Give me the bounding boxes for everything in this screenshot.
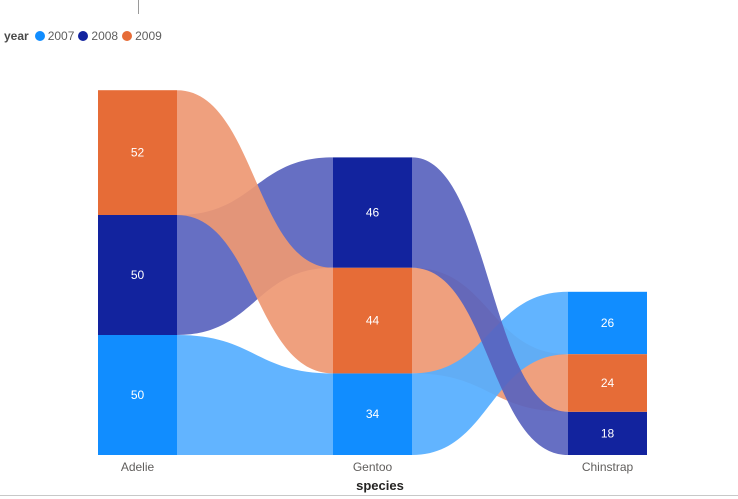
bottom-divider xyxy=(0,495,738,496)
bar-chinstrap-2009[interactable] xyxy=(568,354,647,412)
bar-adelie-2008[interactable] xyxy=(98,215,177,335)
bar-gentoo-2008[interactable] xyxy=(333,157,412,268)
x-tick-gentoo: Gentoo xyxy=(353,460,393,474)
toolbar-remnant xyxy=(0,0,140,14)
data-label-adelie-2009: 52 xyxy=(131,146,145,160)
bar-gentoo-2007[interactable] xyxy=(333,373,412,455)
bar-adelie-2007[interactable] xyxy=(98,335,177,455)
ribbon-2009-adelie-gentoo[interactable] xyxy=(177,90,333,374)
column-gentoo: 34 46 44 xyxy=(333,157,412,455)
legend: year 2007 2008 2009 xyxy=(4,28,166,44)
x-tick-chinstrap: Chinstrap xyxy=(582,460,634,474)
data-label-chinstrap-2007: 26 xyxy=(601,316,615,330)
ribbons xyxy=(177,90,568,455)
toolbar-divider xyxy=(138,0,139,14)
legend-label-2009: 2009 xyxy=(135,29,162,43)
x-axis-label: species xyxy=(356,478,404,493)
ribbon-2008-gentoo-chinstrap[interactable] xyxy=(412,157,568,455)
legend-dot-2009 xyxy=(122,31,133,41)
bar-chinstrap-2007[interactable] xyxy=(568,291,647,355)
legend-dot-2008 xyxy=(78,31,89,41)
column-chinstrap: 26 18 24 xyxy=(568,291,647,455)
bar-chinstrap-2008[interactable] xyxy=(568,411,647,455)
data-label-chinstrap-2009: 24 xyxy=(601,376,615,390)
legend-label-2008: 2008 xyxy=(91,29,119,43)
column-adelie: 50 50 52 xyxy=(98,90,177,455)
data-label-gentoo-2008: 46 xyxy=(366,206,380,220)
bar-adelie-2009[interactable] xyxy=(98,90,177,215)
legend-dot-2007 xyxy=(34,31,45,41)
ribbon-2007-adelie-gentoo[interactable] xyxy=(177,335,333,455)
bar-gentoo-2009[interactable] xyxy=(333,267,412,374)
legend-item-2007[interactable]: 2007 xyxy=(34,29,75,43)
data-label-adelie-2007: 50 xyxy=(131,388,145,402)
legend-item-2009[interactable]: 2009 xyxy=(122,29,162,43)
data-label-adelie-2008: 50 xyxy=(131,268,145,282)
data-label-chinstrap-2008: 18 xyxy=(601,426,615,440)
data-label-gentoo-2007: 34 xyxy=(366,407,380,421)
legend-label-2007: 2007 xyxy=(47,29,75,43)
x-tick-adelie: Adelie xyxy=(121,460,155,474)
ribbon-2007-gentoo-chinstrap[interactable] xyxy=(412,291,568,455)
data-label-gentoo-2009: 44 xyxy=(366,314,380,328)
legend-item-2008[interactable]: 2008 xyxy=(78,29,118,43)
legend-title: year xyxy=(4,29,29,43)
